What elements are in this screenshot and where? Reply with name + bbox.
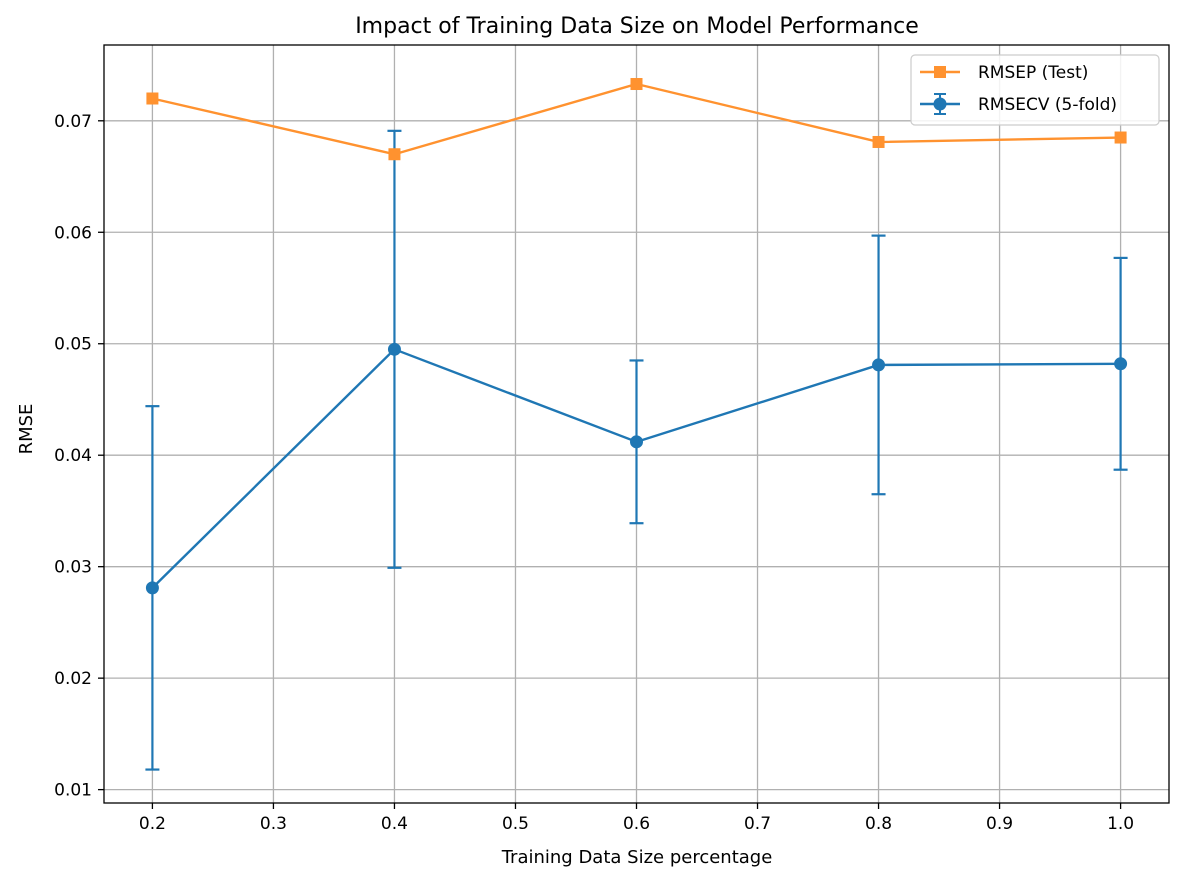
x-tick-label: 0.8 (865, 814, 892, 834)
data-point (145, 581, 159, 595)
y-tick-label: 0.07 (54, 112, 92, 132)
y-axis-label: RMSE (16, 404, 37, 455)
y-tick-label: 0.04 (54, 446, 92, 466)
series-rmsep (146, 78, 1127, 161)
x-tick-label: 0.9 (986, 814, 1013, 834)
legend: RMSEP (Test) RMSECV (5-fold) (910, 54, 1160, 126)
data-point (872, 135, 885, 148)
x-tick-label: 0.3 (260, 814, 287, 834)
y-tick-label: 0.03 (54, 558, 92, 578)
y-tick-label: 0.02 (54, 669, 92, 689)
legend-marker-circle (933, 97, 947, 111)
data-point (146, 92, 159, 105)
legend-entry-rmsep: RMSEP (Test) (920, 63, 1088, 83)
x-tick-label: 0.4 (381, 814, 408, 834)
x-tick-label: 0.5 (502, 814, 529, 834)
x-tick-label: 0.2 (139, 814, 166, 834)
data-point (1114, 357, 1128, 371)
x-axis-label: Training Data Size percentage (501, 847, 773, 868)
legend-label-rmsecv: RMSECV (5-fold) (978, 95, 1117, 115)
series-rmsecv (145, 129, 1128, 771)
legend-label-rmsep: RMSEP (Test) (978, 63, 1088, 83)
axis-ticks: 0.2 0.3 0.4 0.5 0.6 0.7 0.8 0.9 1.0 0.01 0.02 0.03 0… (54, 112, 1134, 834)
data-point (872, 358, 886, 372)
data-point (1114, 131, 1127, 144)
y-tick-label: 0.05 (54, 335, 92, 355)
data-point (630, 78, 643, 91)
x-tick-label: 0.6 (623, 814, 650, 834)
x-tick-label: 0.7 (744, 814, 771, 834)
legend-entry-rmsecv: RMSECV (5-fold) (920, 93, 1117, 115)
chart-title: Impact of Training Data Size on Model Pe… (355, 14, 919, 39)
legend-marker-square (934, 66, 946, 78)
series-layer (145, 78, 1128, 771)
data-point (630, 435, 643, 449)
y-tick-label: 0.06 (54, 223, 92, 243)
x-tick-label: 1.0 (1107, 814, 1134, 834)
data-point (388, 148, 401, 161)
y-tick-label: 0.01 (54, 781, 92, 801)
legend-box (910, 54, 1160, 126)
data-point (387, 342, 401, 356)
